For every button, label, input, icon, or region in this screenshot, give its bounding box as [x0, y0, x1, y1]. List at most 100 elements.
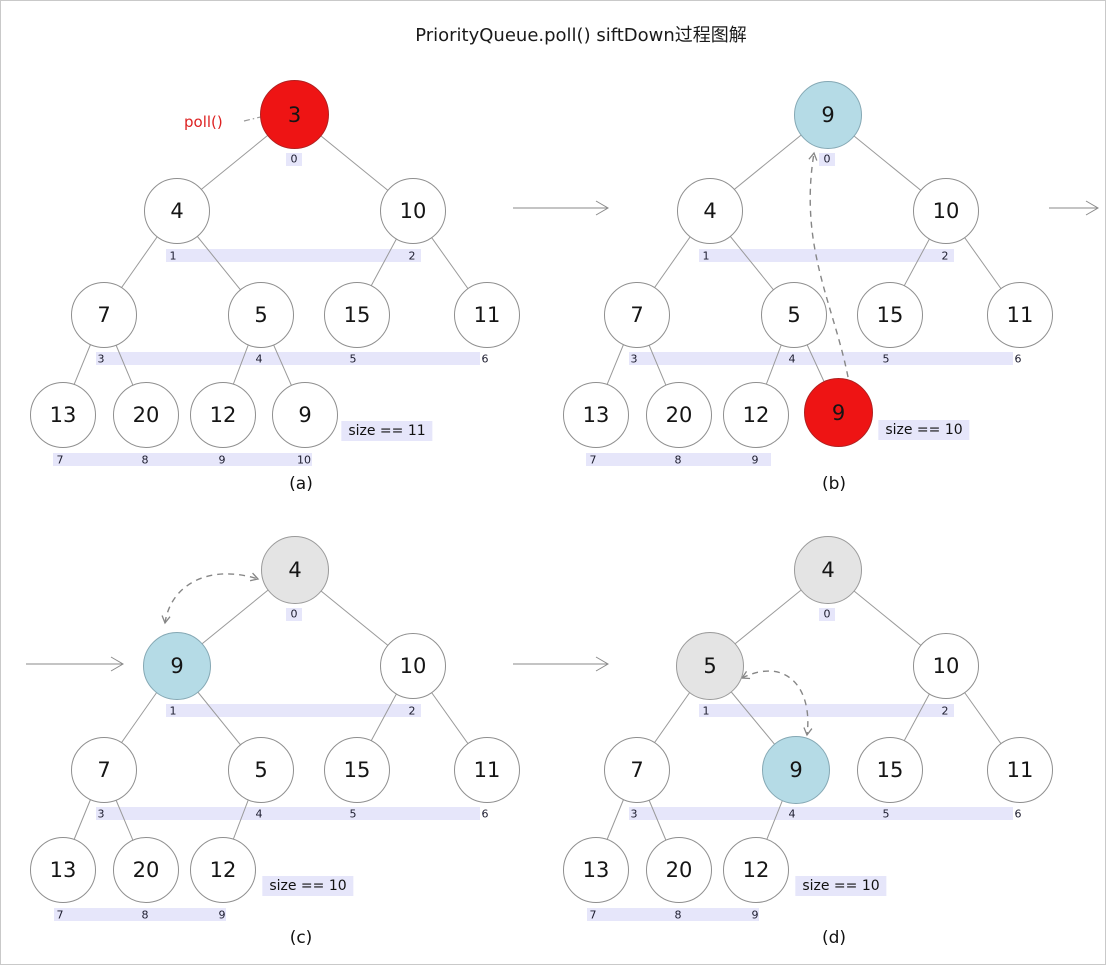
heap-node: 4: [144, 178, 210, 244]
index-label: 6: [481, 807, 489, 821]
size-badge: size == 10: [878, 420, 970, 440]
heap-node: 13: [563, 382, 629, 448]
panel-label: (c): [289, 928, 313, 948]
index-label: 0: [290, 607, 298, 621]
heap-node: 9: [272, 382, 338, 448]
heap-node: 13: [563, 837, 629, 903]
index-label: 1: [702, 249, 710, 263]
array-level-bar: [629, 352, 1013, 365]
index-label: 2: [408, 704, 416, 718]
index-label: 2: [408, 249, 416, 263]
array-level-bar: [819, 608, 835, 621]
index-label: 0: [290, 152, 298, 166]
heap-node: 20: [646, 382, 712, 448]
heap-node: 7: [604, 282, 670, 348]
array-level-bar: [166, 249, 421, 262]
index-label: 0: [823, 607, 831, 621]
array-level-bar: [819, 153, 835, 166]
index-label: 6: [1014, 352, 1022, 366]
heap-node: 15: [324, 282, 390, 348]
heap-node: 9: [794, 81, 862, 149]
index-label: 7: [589, 453, 597, 467]
index-label: 6: [1014, 807, 1022, 821]
index-label: 9: [218, 453, 226, 467]
index-label: 5: [882, 807, 890, 821]
heap-node: 12: [190, 837, 256, 903]
size-badge: size == 10: [795, 876, 887, 896]
flow-arrow-right-icon: [26, 200, 1099, 672]
index-label: 3: [97, 807, 105, 821]
array-level-bar: [96, 352, 480, 365]
heap-node: 3: [260, 80, 329, 149]
size-badge: size == 11: [341, 421, 433, 441]
heap-node: 4: [261, 536, 329, 604]
heap-node: 15: [857, 737, 923, 803]
index-label: 1: [169, 704, 177, 718]
index-label: 2: [941, 704, 949, 718]
swap-arrow-c: [161, 572, 260, 625]
index-label: 10: [297, 453, 311, 467]
heap-node: 4: [794, 536, 862, 604]
index-label: 8: [674, 908, 682, 922]
poll-arrow-icon: [243, 112, 271, 122]
array-level-bar: [286, 153, 302, 166]
index-label: 8: [674, 453, 682, 467]
heap-node: 13: [30, 382, 96, 448]
heap-node: 11: [987, 737, 1053, 803]
heap-node: 11: [454, 737, 520, 803]
index-label: 3: [630, 352, 638, 366]
index-label: 4: [788, 807, 796, 821]
heap-node: 5: [676, 632, 744, 700]
swap-arrow-d: [740, 670, 813, 737]
tree-edges-c: [61, 568, 487, 870]
index-label: 4: [255, 807, 263, 821]
heap-node: 5: [761, 282, 827, 348]
index-label: 3: [630, 807, 638, 821]
index-label: 2: [941, 249, 949, 263]
index-label: 7: [56, 908, 64, 922]
heap-node: 10: [380, 178, 446, 244]
index-label: 7: [56, 453, 64, 467]
heap-node: 20: [113, 382, 179, 448]
heap-node: 7: [604, 737, 670, 803]
heap-node: 12: [723, 837, 789, 903]
panel-label: (a): [289, 474, 313, 494]
array-level-bar: [166, 704, 421, 717]
heap-node: 9: [143, 632, 211, 700]
heap-node: 7: [71, 737, 137, 803]
heap-node: 13: [30, 837, 96, 903]
heap-node: 10: [913, 178, 979, 244]
array-level-bar: [586, 453, 771, 466]
tree-edges-b: [594, 113, 1020, 415]
tree-edges-a: [61, 113, 487, 415]
index-label: 5: [349, 807, 357, 821]
array-level-bar: [587, 908, 759, 921]
index-label: 0: [823, 152, 831, 166]
index-label: 3: [97, 352, 105, 366]
index-label: 5: [349, 352, 357, 366]
tree-edges-d: [594, 568, 1020, 870]
index-label: 9: [218, 908, 226, 922]
index-label: 6: [481, 352, 489, 366]
array-level-bar: [699, 249, 954, 262]
panel-label: (b): [821, 474, 847, 494]
page-title: PriorityQueue.poll() siftDown过程图解: [415, 25, 747, 46]
index-label: 1: [702, 704, 710, 718]
heap-node: 20: [646, 837, 712, 903]
heap-node: 5: [228, 737, 294, 803]
heap-node: 9: [762, 736, 830, 804]
index-label: 9: [751, 908, 759, 922]
size-badge: size == 10: [262, 876, 354, 896]
index-label: 8: [141, 908, 149, 922]
heap-node: 11: [987, 282, 1053, 348]
heap-node: 11: [454, 282, 520, 348]
index-label: 7: [589, 908, 597, 922]
index-label: 4: [788, 352, 796, 366]
array-level-bar: [54, 908, 226, 921]
index-label: 5: [882, 352, 890, 366]
heap-node: 20: [113, 837, 179, 903]
sift-up-arrow-b: [808, 151, 851, 389]
poll-label: poll(): [184, 113, 223, 131]
